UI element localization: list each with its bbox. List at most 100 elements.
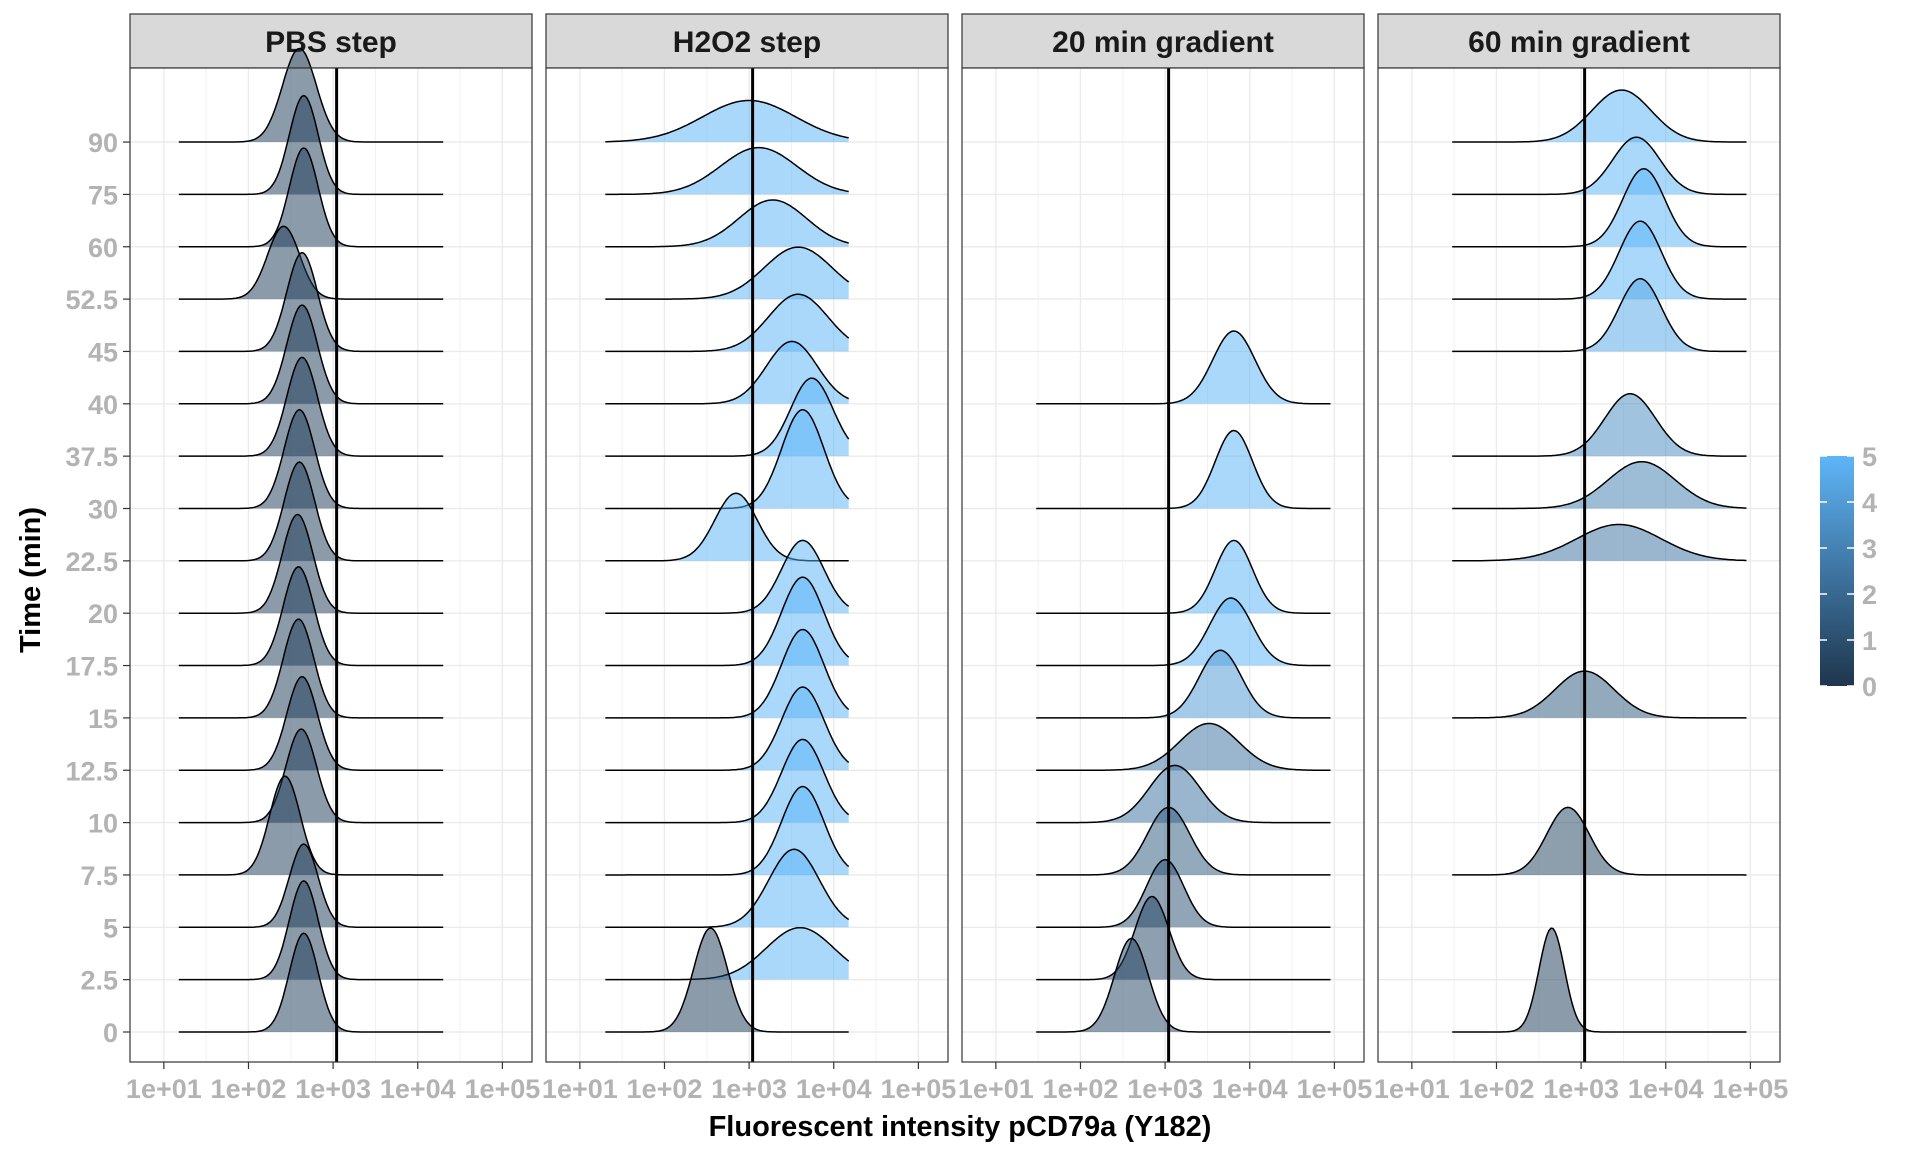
ridge-area — [1036, 540, 1331, 614]
ridge-area — [178, 462, 444, 561]
x-tick-label: 1e+01 — [958, 1074, 1034, 1104]
y-tick-label: 30 — [88, 495, 118, 525]
ridge-area — [178, 148, 444, 247]
ridge-area — [1452, 278, 1747, 352]
y-tick-label: 17.5 — [65, 652, 118, 682]
ridge-area — [1452, 221, 1747, 300]
legend-label: 5 — [1862, 442, 1877, 472]
x-tick-label: 1e+03 — [711, 1074, 787, 1104]
ridge-line — [1452, 277, 1747, 353]
ridge-line — [1036, 649, 1331, 719]
y-tick-label: 45 — [88, 337, 118, 367]
ridge-area — [178, 409, 444, 509]
x-axis-title: Fluorescent intensity pCD79a (Y182) — [709, 1111, 1212, 1143]
x-tick-label: 1e+05 — [464, 1074, 540, 1104]
ridge-area — [178, 933, 444, 1032]
y-tick-label: 15 — [88, 704, 118, 734]
x-tick-label: 1e+03 — [1127, 1074, 1203, 1104]
ridge-area — [178, 95, 444, 195]
ridge-area — [1036, 598, 1331, 666]
panel-title: 60 min gradient — [1468, 26, 1690, 59]
ridge-area — [605, 739, 849, 823]
legend-label: 2 — [1862, 580, 1877, 610]
legend-label: 0 — [1862, 672, 1877, 702]
panel-strip — [545, 13, 949, 69]
ridge-line — [1036, 937, 1331, 1033]
ridge-line — [178, 94, 444, 196]
ridge-area — [178, 880, 444, 980]
ridge-line — [605, 340, 850, 405]
ridge-line — [605, 293, 850, 353]
ridge-area — [1036, 430, 1331, 509]
x-tick-label: 1e+04 — [1212, 1074, 1288, 1104]
panel: 60 min gradient 1e+01 1e+02 1e+03 1e+04 1e+05 — [1374, 13, 1788, 1104]
ridge-area — [605, 849, 849, 928]
ridge-line — [1036, 806, 1331, 876]
ridge-area — [605, 493, 849, 561]
x-tick-label: 1e+02 — [627, 1074, 703, 1104]
ridge-area — [178, 566, 444, 666]
ridge-line — [178, 728, 444, 824]
ridge-line — [605, 628, 850, 719]
ridge-line — [178, 147, 444, 248]
ridge-line — [605, 686, 850, 772]
ridge-line — [178, 513, 444, 614]
panel-title: H2O2 step — [673, 26, 821, 59]
facet-panels: PBS step 1e+01 1e+02 1e+03 1e+04 1e+05 H2O2 st… — [126, 13, 1788, 1104]
ridge-area — [1452, 671, 1747, 718]
x-tick-label: 1e+02 — [1459, 1074, 1535, 1104]
ridge-line — [178, 356, 444, 457]
ridge-line — [1452, 523, 1747, 562]
ridge-area — [1452, 90, 1747, 143]
ridge-line — [1452, 168, 1747, 248]
fill-legend: 0 1 2 3 4 5 — [1820, 442, 1877, 702]
y-axis-title: Time (min) — [15, 507, 47, 653]
ridge-line — [1036, 330, 1331, 405]
ridge-area — [605, 577, 849, 666]
ridge-line — [605, 738, 850, 824]
ridge-line — [605, 539, 850, 614]
panel: 20 min gradient 1e+01 1e+02 1e+03 1e+04 1e+05 — [958, 13, 1372, 1104]
ridge-line — [1452, 927, 1747, 1033]
x-tick-label: 1e+02 — [1043, 1074, 1119, 1104]
ridge-area — [605, 629, 849, 718]
ridge-line — [605, 785, 850, 876]
y-tick-label: 52.5 — [65, 285, 118, 315]
ridge-line — [178, 880, 444, 981]
ridge-line — [1452, 89, 1747, 143]
ridge-line — [178, 843, 444, 929]
ridge-area — [178, 514, 444, 614]
ridge-area — [178, 252, 444, 352]
ridge-line — [1036, 429, 1331, 510]
x-tick-label: 1e+04 — [380, 1074, 456, 1104]
ridge-line — [605, 927, 849, 1033]
ridge-area — [1452, 168, 1747, 247]
ridge-area — [1036, 859, 1331, 928]
x-tick-label: 1e+05 — [1296, 1074, 1372, 1104]
legend-label: 3 — [1862, 534, 1877, 564]
ridge-area — [1452, 524, 1747, 561]
ridge-line — [605, 848, 850, 929]
ridge-area — [1036, 331, 1331, 404]
ridge-area — [1452, 807, 1747, 875]
panel-title: PBS step — [265, 26, 397, 59]
y-tick-label: 7.5 — [80, 861, 118, 891]
ridge-line — [178, 618, 444, 719]
y-tick-label: 5 — [103, 913, 118, 943]
ridge-line — [178, 932, 444, 1033]
y-tick-label: 37.5 — [65, 442, 118, 472]
ridge-area — [178, 48, 444, 143]
x-tick-label: 1e+05 — [1712, 1074, 1788, 1104]
x-tick-label: 1e+03 — [1543, 1074, 1619, 1104]
ridge-area — [178, 729, 444, 823]
ridge-line — [1452, 220, 1747, 300]
x-tick-label: 1e+03 — [295, 1074, 371, 1104]
ridge-area — [605, 928, 849, 1032]
x-tick-label: 1e+04 — [1628, 1074, 1704, 1104]
x-tick-label: 1e+02 — [211, 1074, 287, 1104]
ridge-area — [605, 100, 849, 143]
ridge-line — [178, 775, 444, 876]
panel-border — [129, 67, 533, 1063]
ridge-area — [1036, 723, 1331, 771]
x-tick-label: 1e+05 — [880, 1074, 956, 1104]
